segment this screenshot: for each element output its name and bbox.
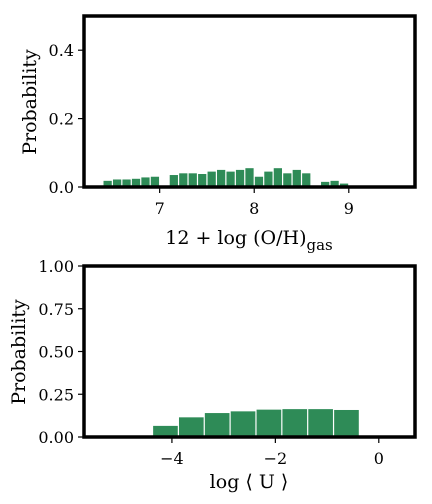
histogram-bar: [153, 425, 178, 437]
x-tick-label: −2: [264, 449, 288, 468]
histogram-bar: [264, 171, 273, 187]
histogram-bar: [188, 173, 197, 187]
histogram-bars: [153, 409, 359, 437]
y-tick-label: 0.0: [49, 178, 74, 197]
histogram-bar: [254, 176, 264, 187]
histogram-bar: [169, 175, 178, 187]
histogram-bar: [321, 181, 330, 187]
histogram-bar: [226, 171, 235, 187]
histogram-bar: [179, 173, 188, 187]
histogram-bar: [112, 179, 122, 187]
histogram-bar: [217, 169, 226, 187]
histogram-bar: [150, 176, 160, 187]
y-tick-label: 0.50: [38, 343, 74, 362]
histogram-bar: [198, 174, 207, 187]
histogram-bar: [330, 180, 339, 187]
histogram-bar: [122, 179, 131, 187]
plot-frame: [82, 14, 417, 189]
y-tick-label: 0.4: [49, 41, 74, 60]
histogram-bar: [235, 169, 245, 187]
y-tick-label: 0.00: [38, 428, 74, 447]
histogram-bar: [256, 409, 282, 437]
y-axis-label: Probability: [8, 299, 30, 405]
y-tick-label: 0.25: [38, 385, 74, 404]
x-tick-label: 9: [344, 199, 354, 218]
histogram-bar: [292, 169, 301, 187]
axis-ticks: −4 −2 0 0.00 0.25 0.50 0.75 1.00: [38, 257, 384, 468]
y-tick-label: 0.75: [38, 300, 74, 319]
histogram-bar: [141, 177, 150, 187]
plot-frame: [82, 264, 417, 439]
histogram-bar: [245, 168, 254, 187]
x-axis-label: log ⟨ U ⟩: [210, 471, 289, 493]
histogram-bar: [283, 173, 292, 187]
histogram-bar: [103, 180, 112, 187]
ionization-histogram: −4 −2 0 0.00 0.25 0.50 0.75 1.00 Probability lo…: [8, 257, 417, 493]
histogram-bar: [204, 413, 230, 437]
y-axis-label: Probability: [19, 49, 41, 155]
histogram-bar: [207, 171, 216, 187]
histogram-bar: [282, 409, 308, 437]
x-tick-label: 7: [155, 199, 165, 218]
histogram-bars: [103, 168, 349, 187]
histogram-bar: [308, 409, 333, 437]
histogram-bar: [131, 178, 141, 187]
axis-ticks: 7 8 9 0.0 0.2 0.4: [49, 41, 354, 218]
x-axis-label: 12 + log (O/H)gas: [165, 227, 333, 254]
y-tick-label: 1.00: [38, 257, 74, 276]
histogram-bar: [334, 409, 359, 437]
x-tick-label: −4: [160, 449, 184, 468]
x-tick-label: 0: [374, 449, 384, 468]
histogram-bar: [302, 173, 311, 187]
metallicity-histogram: 7 8 9 0.0 0.2 0.4 Probability 12 + log (O/H)g…: [19, 14, 417, 254]
histogram-bar: [178, 417, 204, 437]
x-tick-label: 8: [249, 199, 259, 218]
y-tick-label: 0.2: [49, 110, 74, 129]
histogram-bar: [230, 411, 256, 437]
histogram-bar: [273, 168, 282, 187]
